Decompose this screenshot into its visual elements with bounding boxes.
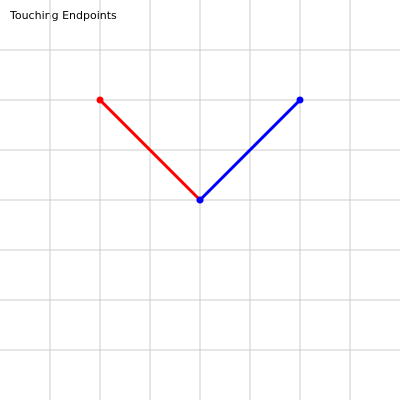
blue-segment-start-point [196, 196, 204, 204]
blue-segment [198, 98, 302, 202]
red-segment-start-point [96, 96, 104, 104]
diagram-title: Touching Endpoints [10, 9, 117, 22]
red-segment [98, 98, 202, 202]
blue-segment-end-point [296, 96, 304, 104]
segments [96, 96, 304, 204]
